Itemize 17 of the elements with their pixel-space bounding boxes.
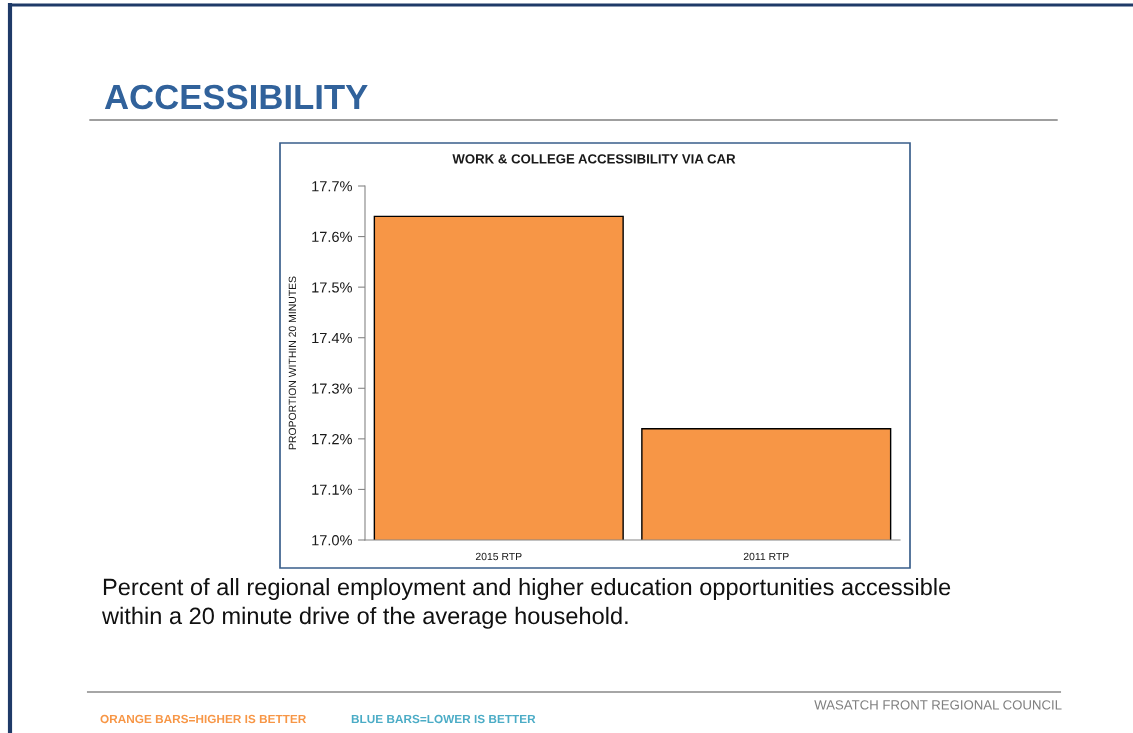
x-tick-label: 2011 RTP [743, 552, 789, 561]
y-tick-label: 17.1% [312, 484, 352, 495]
y-tick-label: 17.4% [312, 332, 352, 344]
y-tick-label: 17.3% [312, 383, 352, 394]
y-tick-label: 17.2% [312, 433, 352, 445]
y-axis-title: PROPORTION WITHIN 20 MINUTES [288, 276, 297, 450]
text: ORANGE BARS=HIGHER IS BETTER [100, 714, 307, 724]
x-tick-label: 2015 RTP [475, 552, 522, 561]
text: BLUE BARS=LOWER IS BETTER [351, 714, 536, 724]
y-tick-label: 17.7% [312, 181, 352, 192]
text: Percent of all regional employment and higher education opportunities accessible within a 20 minute drive of the average household. [101, 578, 951, 629]
chart-subtitle: WORK & COLLEGE ACCESSIBILITY VIA CAR [452, 154, 736, 164]
y-tick-label: 17.5% [312, 282, 352, 293]
chart-title: ACCESSIBILITY [104, 84, 368, 110]
text: WASATCH FRONT REGIONAL COUNCIL [814, 700, 1062, 710]
y-tick-label: 17.0% [312, 535, 352, 546]
y-tick-label: 17.6% [312, 231, 352, 242]
